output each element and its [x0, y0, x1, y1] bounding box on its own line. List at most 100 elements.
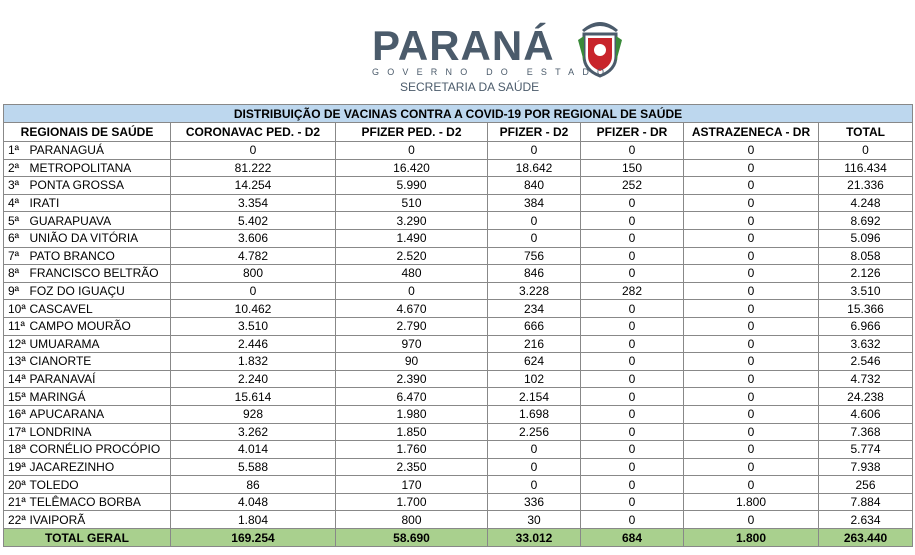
cell: 0	[817, 141, 914, 160]
cell: 7.884	[817, 492, 914, 512]
cell: 840	[487, 176, 581, 195]
cell: 0	[580, 246, 684, 266]
region-number: 12ª	[3, 334, 27, 354]
column-header: PFIZER - DR	[580, 122, 684, 142]
cell: 624	[487, 352, 581, 371]
cell: 0	[580, 457, 684, 477]
region-number: 6ª	[3, 228, 27, 248]
cell: 2.390	[335, 369, 488, 389]
cell: 2.126	[817, 264, 914, 283]
table-body: DISTRIBUIÇÃO DE VACINAS CONTRA A COVID-1…	[2, 104, 914, 548]
cell: 970	[335, 334, 488, 354]
total-cell: 33.012	[487, 528, 581, 548]
cell: 0	[683, 211, 819, 230]
cell: 1.850	[335, 422, 488, 442]
cell: 3.510	[170, 316, 336, 336]
cell: 4.782	[170, 246, 336, 266]
total-cell: 169.254	[170, 528, 336, 548]
cell: 102	[487, 369, 581, 389]
cell: 0	[683, 422, 819, 442]
region-number: 20ª	[3, 475, 27, 494]
cell: 0	[487, 211, 581, 230]
cell: 3.632	[817, 334, 914, 354]
cell: 1.490	[335, 228, 488, 248]
region-name: MARINGÁ	[26, 387, 171, 406]
region-name: CASCAVEL	[26, 299, 171, 318]
data-row: 6ª UNIÃO DA VITÓRIA 3.606 1.490 0 0 0 5.096	[3, 228, 914, 248]
region-number: 1ª	[3, 141, 27, 160]
cell: 666	[487, 316, 581, 336]
department: SECRETARIA DA SAÚDE	[400, 80, 540, 94]
cell: 234	[487, 299, 581, 318]
region-number: 14ª	[3, 369, 27, 389]
cell: 0	[683, 404, 819, 424]
data-row: 7ª PATO BRANCO 4.782 2.520 756 0 0 8.058	[3, 246, 914, 266]
cell: 0	[580, 141, 684, 160]
region-name: FRANCISCO BELTRÃO	[26, 264, 171, 283]
cell: 0	[580, 193, 684, 213]
region-name: FOZ DO IGUAÇU	[26, 281, 171, 301]
cell: 14.254	[170, 176, 336, 195]
cell: 2.240	[170, 369, 336, 389]
cell: 0	[683, 228, 819, 248]
data-row: 20ª TOLEDO 86 170 0 0 0 256	[3, 475, 914, 494]
cell: 0	[683, 193, 819, 213]
cell: 756	[487, 246, 581, 266]
cell: 1.800	[683, 492, 819, 512]
cell: 0	[335, 141, 488, 160]
cell: 0	[683, 264, 819, 283]
cell: 1.980	[335, 404, 488, 424]
column-header: REGIONAIS DE SAÚDE	[3, 122, 171, 142]
data-row: 5ª GUARAPUAVA 5.402 3.290 0 0 0 8.692	[3, 211, 914, 230]
cell: 256	[817, 475, 914, 494]
cell: 0	[580, 475, 684, 494]
cell: 0	[683, 369, 819, 389]
cell: 0	[487, 475, 581, 494]
table-title: DISTRIBUIÇÃO DE VACINAS CONTRA A COVID-1…	[2, 104, 914, 123]
cell: 4.048	[170, 492, 336, 512]
region-name: PONTA GROSSA	[26, 176, 171, 195]
region-number: 8ª	[3, 264, 27, 283]
data-row: 21ª TELÊMACO BORBA 4.048 1.700 336 0 1.800 7.88…	[3, 492, 914, 512]
data-row: 18ª CORNÉLIO PROCÓPIO 4.014 1.760 0 0 0 5.774	[3, 440, 914, 459]
cell: 384	[487, 193, 581, 213]
cell: 800	[335, 510, 488, 530]
cell: 0	[683, 440, 819, 459]
cell: 3.606	[170, 228, 336, 248]
cell: 800	[170, 264, 336, 283]
cell: 18.642	[487, 158, 581, 178]
region-name: TOLEDO	[26, 475, 171, 494]
cell: 0	[487, 141, 581, 160]
cell: 0	[580, 211, 684, 230]
cell: 0	[580, 440, 684, 459]
region-number: 9ª	[3, 281, 27, 301]
cell: 3.510	[817, 281, 914, 301]
cell: 0	[580, 299, 684, 318]
region-number: 11ª	[3, 316, 27, 336]
region-number: 10ª	[3, 299, 27, 318]
cell: 0	[580, 369, 684, 389]
data-row: 8ª FRANCISCO BELTRÃO 800 480 846 0 0 2.126	[3, 264, 914, 283]
cell: 0	[683, 475, 819, 494]
subtitle: GOVERNO DO ESTADO	[372, 67, 613, 77]
cell: 0	[683, 176, 819, 195]
cell: 4.014	[170, 440, 336, 459]
cell: 4.248	[817, 193, 914, 213]
cell: 0	[580, 334, 684, 354]
data-row: 9ª FOZ DO IGUAÇU 0 0 3.228 282 0 3.510	[3, 281, 914, 301]
header-row: REGIONAIS DE SAÚDE CORONAVAC PED. - D2 PFI…	[3, 122, 914, 142]
total-cell: 58.690	[335, 528, 488, 548]
region-number: 13ª	[3, 352, 27, 371]
data-row: 4ª IRATI 3.354 510 384 0 0 4.248	[3, 193, 914, 213]
cell: 7.938	[817, 457, 914, 477]
cell: 0	[580, 510, 684, 530]
cell: 0	[683, 510, 819, 530]
cell: 0	[580, 492, 684, 512]
cell: 928	[170, 404, 336, 424]
cell: 170	[335, 475, 488, 494]
data-row: 1ª PARANAGUÁ 0 0 0 0 0 0	[3, 141, 914, 160]
data-row: 22ª IVAIPORÃ 1.804 800 30 0 0 2.634	[3, 510, 914, 530]
cell: 116.434	[817, 158, 914, 178]
cell: 0	[683, 334, 819, 354]
data-row: 15ª MARINGÁ 15.614 6.470 2.154 0 0 24.238	[3, 387, 914, 406]
